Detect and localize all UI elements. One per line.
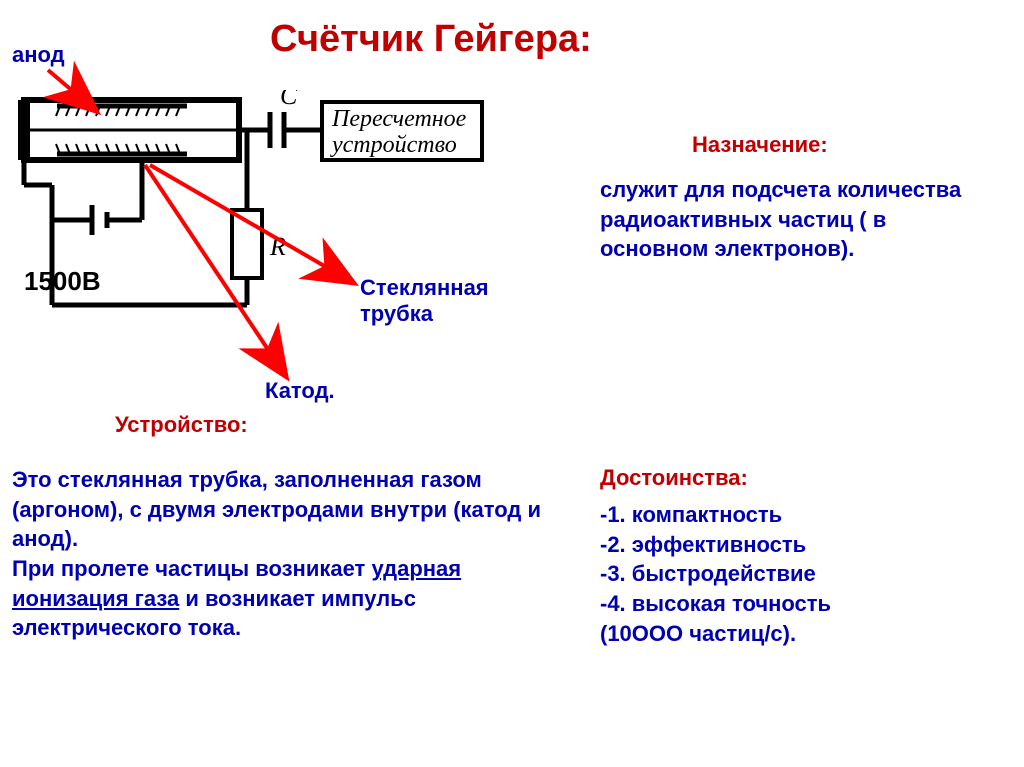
anode-label: анод [12,42,65,68]
cathode-hatch-top [56,106,187,116]
adv-item: -4. высокая точность [600,589,980,619]
purpose-heading: Назначение: [692,132,828,158]
purpose-body: служит для подсчета количества радиоакти… [600,175,1000,264]
advantages-body: -1. компактность -2. эффективность -3. б… [600,500,980,648]
adv-item: (10ООО частиц/с). [600,619,980,649]
cathode-hatch-bottom [56,144,187,154]
page-title: Счётчик Гейгера: [270,18,592,61]
adv-item: -3. быстродействие [600,559,980,589]
device-box-line2: устройство [330,132,457,158]
capacitor-symbol: C [280,90,298,110]
cathode-label: Катод. [265,378,335,404]
device-heading: Устройство: [115,412,248,438]
device-body: Это стеклянная трубка, заполненная газом… [12,465,562,643]
device-box-line1: Пересчетное [331,106,467,132]
adv-item: -1. компактность [600,500,980,530]
resistor-symbol: R [269,232,286,261]
adv-item: -2. эффективность [600,530,980,560]
advantages-heading: Достоинства: [600,465,748,491]
voltage-label: 1500В [24,266,101,296]
glass-tube-label: Стеклянная трубка [360,275,489,328]
